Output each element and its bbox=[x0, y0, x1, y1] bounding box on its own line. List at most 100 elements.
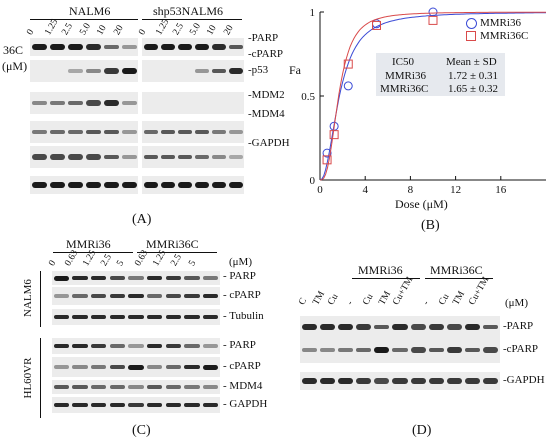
row-label: - PARP bbox=[223, 270, 256, 282]
lane-label: TM bbox=[311, 289, 328, 307]
blot-band bbox=[146, 384, 163, 390]
blot-band bbox=[483, 347, 499, 353]
panel-c-group1-line bbox=[53, 252, 133, 253]
blot-band bbox=[67, 100, 83, 106]
blot-band bbox=[146, 314, 163, 320]
blot-strip bbox=[30, 121, 138, 143]
blot-band bbox=[194, 154, 209, 160]
blot-band bbox=[109, 385, 126, 389]
panel-d-group1-line bbox=[352, 278, 420, 279]
blot-band bbox=[85, 100, 101, 106]
blot-band bbox=[90, 385, 107, 389]
blot-band bbox=[165, 385, 182, 389]
blot-band bbox=[446, 324, 463, 330]
blot-band bbox=[177, 182, 192, 188]
blot-band bbox=[31, 129, 47, 135]
blot-band bbox=[90, 314, 107, 320]
blot-band bbox=[121, 182, 137, 188]
blot-band bbox=[72, 294, 88, 298]
blot-band bbox=[410, 347, 426, 353]
blot-band bbox=[465, 324, 481, 330]
blot-band bbox=[428, 324, 444, 330]
dose-label: 0 bbox=[47, 258, 59, 268]
blot-band bbox=[128, 344, 144, 348]
panel-c-cell1: NALM6 bbox=[22, 279, 34, 317]
lane-label: - bbox=[345, 299, 356, 307]
blot-band bbox=[72, 314, 88, 320]
blot-band bbox=[483, 378, 499, 384]
ic50-row-value: 1.72 ± 0.31 bbox=[448, 70, 499, 82]
dose-label: 2.5 bbox=[60, 21, 75, 37]
blot-band bbox=[67, 69, 83, 73]
blot-band bbox=[85, 182, 101, 188]
panel-a-group2: shp53NALM6 bbox=[153, 4, 224, 18]
blot-band bbox=[228, 182, 243, 188]
blot-strip bbox=[52, 380, 220, 394]
blot-band bbox=[103, 100, 119, 106]
row-label: - GAPDH bbox=[223, 398, 268, 410]
dose-label: 0.63 bbox=[133, 248, 151, 268]
dose-label: 5 bbox=[187, 258, 199, 268]
blot-band bbox=[31, 100, 47, 106]
x-tick-label: 12 bbox=[450, 184, 461, 196]
blot-band bbox=[109, 364, 126, 370]
blot-strip bbox=[52, 287, 220, 305]
blot-band bbox=[85, 129, 101, 135]
panel-a-group2-line bbox=[142, 19, 242, 20]
dose-label: 10 bbox=[95, 23, 109, 37]
blot-band bbox=[202, 402, 219, 408]
blot-band bbox=[49, 44, 65, 50]
panel-a-letter: (A) bbox=[132, 212, 152, 227]
data-point bbox=[322, 148, 332, 158]
blot-band bbox=[53, 343, 70, 349]
blot-band bbox=[228, 130, 243, 134]
blot-band bbox=[211, 154, 226, 160]
lane-label: - bbox=[421, 299, 432, 307]
blot-band bbox=[319, 378, 335, 384]
blot-band bbox=[128, 276, 144, 280]
dose-label: 2.5 bbox=[171, 21, 186, 37]
panel-d-group1: MMRi36 bbox=[358, 263, 403, 277]
panel-d-group2-line bbox=[425, 278, 493, 279]
blot-band bbox=[184, 344, 200, 348]
blot-band bbox=[319, 324, 335, 330]
blot-band bbox=[194, 69, 209, 73]
legend-circle-icon bbox=[466, 18, 477, 29]
blot-band bbox=[103, 68, 119, 74]
blot-band bbox=[465, 378, 481, 384]
blot-band bbox=[90, 275, 107, 281]
blot-band bbox=[143, 182, 158, 188]
blot-band bbox=[103, 129, 119, 135]
blot-band bbox=[143, 129, 158, 135]
row-label: - PARP bbox=[223, 339, 256, 351]
blot-strip bbox=[300, 337, 500, 363]
blot-band bbox=[53, 314, 70, 320]
blot-band bbox=[143, 154, 158, 160]
panel-b-letter: (B) bbox=[421, 218, 440, 233]
panel-c-group2-line bbox=[137, 252, 217, 253]
dose-response-chart: 0 4 8 12 16 0 0.5 1 bbox=[301, 7, 546, 196]
blot-band bbox=[177, 154, 192, 160]
data-point bbox=[372, 20, 381, 30]
ic50-row-name: MMRi36 bbox=[385, 70, 426, 82]
blot-band bbox=[121, 68, 137, 74]
blot-strip bbox=[52, 271, 220, 285]
ic50-header: IC50 bbox=[392, 56, 414, 68]
blot-band bbox=[49, 100, 65, 106]
blot-strip bbox=[142, 38, 244, 56]
blot-band bbox=[72, 402, 88, 408]
blot-band bbox=[146, 343, 163, 349]
row-label: -GAPDH bbox=[248, 137, 290, 149]
lane-label: Cu bbox=[326, 292, 341, 307]
blot-band bbox=[121, 45, 137, 49]
blot-band bbox=[165, 314, 182, 320]
blot-band bbox=[31, 182, 47, 188]
blot-band bbox=[356, 347, 372, 353]
row-label: -cPARP bbox=[503, 343, 539, 355]
blot-band bbox=[356, 378, 372, 384]
blot-band bbox=[90, 365, 107, 369]
blot-band bbox=[319, 347, 335, 353]
blot-band bbox=[301, 347, 317, 353]
blot-band bbox=[85, 154, 101, 160]
row-label: -cPARP bbox=[248, 48, 284, 60]
